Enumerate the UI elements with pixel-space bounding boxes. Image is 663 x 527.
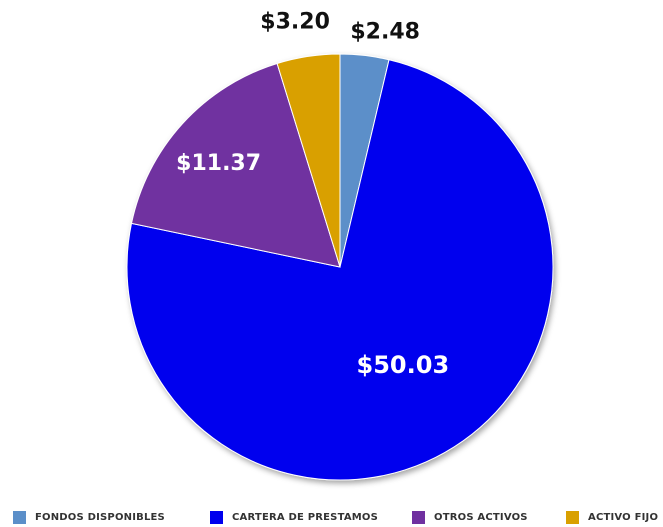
legend-swatch xyxy=(566,511,579,524)
pie-slice-cartera-de-prestamos xyxy=(126,59,554,481)
legend-label: ACTIVO FIJO xyxy=(588,512,659,523)
data-labels: $2.48 $50.03 $11.37 $3.20 xyxy=(176,10,449,379)
data-label: $3.20 xyxy=(260,10,330,35)
legend-swatch xyxy=(210,511,223,524)
pie-chart: $2.48 $50.03 $11.37 $3.20 xyxy=(126,10,554,481)
legend-label: OTROS ACTIVOS xyxy=(434,512,528,523)
legend-swatch xyxy=(13,511,26,524)
pie-slice-activo-fijo xyxy=(276,53,341,268)
legend-swatch xyxy=(412,511,425,524)
data-label: $2.48 xyxy=(350,19,420,44)
pie-slice-otros-activos xyxy=(130,62,341,268)
data-label: $50.03 xyxy=(357,351,450,379)
legend-label: CARTERA DE PRESTAMOS xyxy=(232,512,379,523)
legend-label: FONDOS DISPONIBLES xyxy=(35,512,165,523)
legend: FONDOS DISPONIBLES CARTERA DE PRESTAMOS … xyxy=(0,508,663,527)
data-label: $11.37 xyxy=(176,151,261,176)
pie-slices xyxy=(126,53,554,481)
